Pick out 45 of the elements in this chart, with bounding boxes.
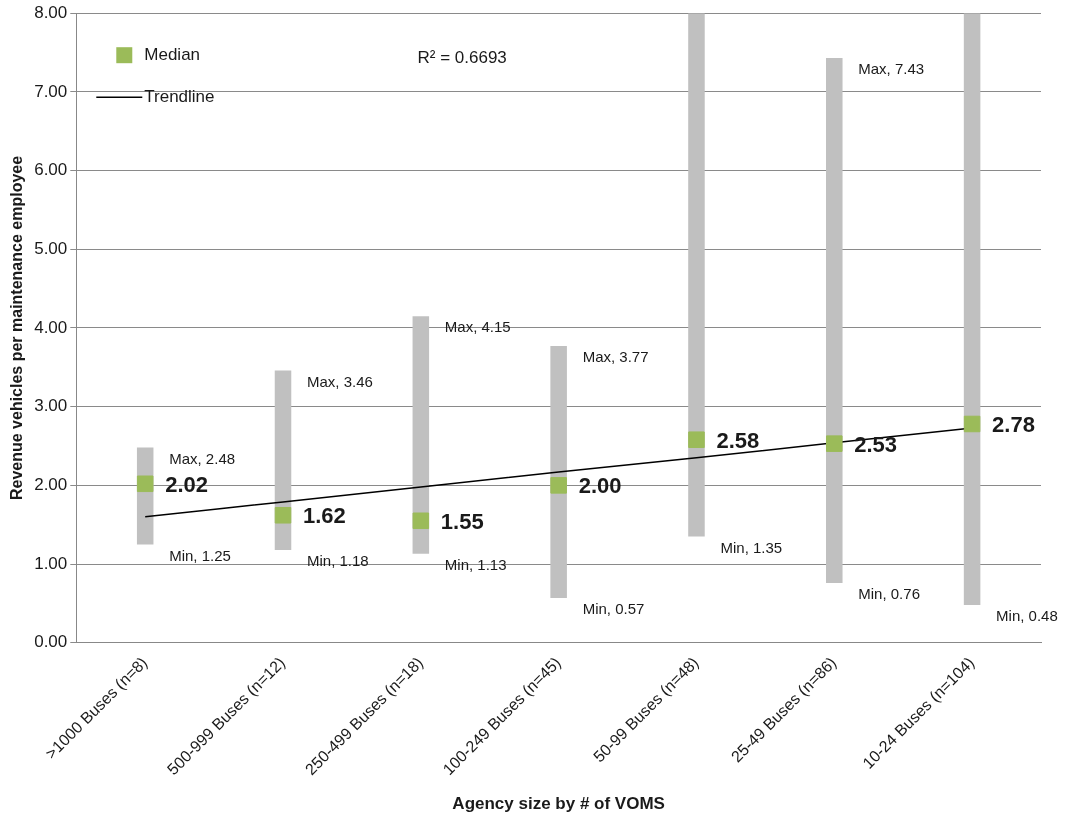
annotation: Max, 7.43 — [858, 60, 925, 78]
data-label: 2.58 — [716, 427, 760, 453]
annotation: R² = 0.6693 — [417, 47, 507, 67]
point — [136, 475, 154, 493]
point — [550, 477, 567, 494]
point — [688, 431, 705, 448]
legend-label: Trendline — [144, 86, 215, 106]
point — [963, 415, 981, 433]
y-axis-title: Revenue vehicles per maintenance employee — [8, 155, 26, 501]
point — [412, 512, 430, 530]
y-tick-label: 4.00 — [34, 317, 68, 337]
data-label: 2.78 — [992, 412, 1035, 438]
bar — [963, 13, 981, 605]
y-tick-label: 0.00 — [34, 632, 68, 652]
y-tick-label: 5.00 — [34, 238, 68, 258]
annotation: Min, 1.25 — [169, 546, 231, 564]
annotation: Min, 1.13 — [444, 555, 507, 573]
bar — [688, 13, 705, 537]
annotation: Min, 1.18 — [307, 552, 369, 570]
data-label: 1.62 — [303, 503, 346, 529]
annotation: Max, 3.77 — [582, 348, 649, 366]
bar — [412, 316, 430, 554]
y-tick-label: 7.00 — [34, 81, 68, 101]
data-label: 2.53 — [854, 431, 898, 457]
annotation: Max, 2.48 — [169, 449, 236, 467]
y-tick-label: 6.00 — [34, 160, 68, 180]
annotation: Min, 1.35 — [720, 538, 783, 556]
annotation: Min, 0.48 — [996, 607, 1058, 625]
annotation: Max, 3.46 — [307, 372, 373, 390]
annotation: Min, 0.76 — [858, 585, 920, 603]
y-tick-label: 3.00 — [34, 396, 68, 416]
point — [274, 506, 292, 524]
annotation: Min, 0.57 — [582, 600, 645, 618]
y-tick-label: 8.00 — [34, 2, 68, 22]
point — [826, 435, 843, 452]
y-tick-label: 2.00 — [34, 475, 68, 495]
data-label: 1.55 — [440, 508, 484, 534]
data-label: 2.02 — [165, 471, 209, 497]
annotation: Max, 4.15 — [444, 318, 511, 336]
bar — [826, 58, 843, 583]
bar — [550, 346, 567, 598]
legend-label: Median — [144, 44, 201, 64]
data-label: 2.00 — [578, 473, 622, 499]
y-tick-label: 1.00 — [34, 553, 68, 573]
x-axis-title: Agency size by # of VOMS — [452, 794, 665, 814]
